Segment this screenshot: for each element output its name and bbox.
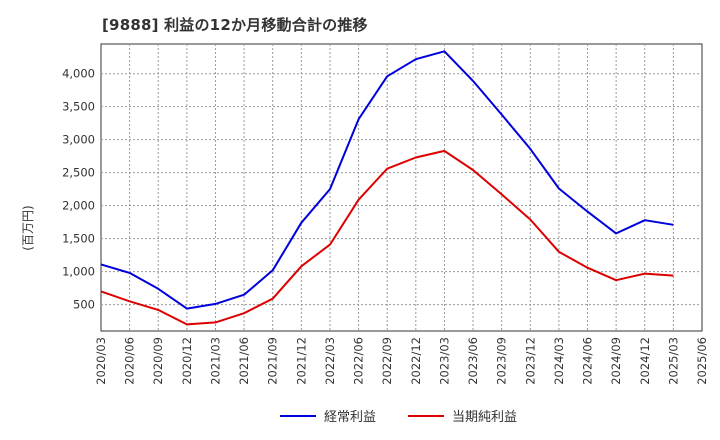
x-tick-label: 2024/09 xyxy=(609,337,623,385)
series-line-2 xyxy=(100,149,674,326)
y-tick-label: 500 xyxy=(73,298,95,312)
x-tick-label: 2023/06 xyxy=(466,337,480,385)
x-tick-label: 2022/12 xyxy=(409,337,423,385)
x-tick-label: 2023/03 xyxy=(437,337,451,385)
x-tick-label: 2024/12 xyxy=(638,337,652,385)
x-tick-label: 2021/09 xyxy=(266,337,280,385)
y-tick-label: 1,000 xyxy=(62,265,95,279)
x-tick-label: 2024/03 xyxy=(552,337,566,385)
series-line-1 xyxy=(100,50,674,310)
x-tick-label: 2021/03 xyxy=(208,337,222,385)
y-tick-label: 1,500 xyxy=(62,232,95,246)
x-tick-label: 2025/03 xyxy=(666,337,680,385)
plot-area xyxy=(100,43,703,332)
x-tick-label: 2020/03 xyxy=(94,337,108,385)
x-tick-label: 2022/09 xyxy=(380,337,394,385)
x-tick-label: 2024/06 xyxy=(581,337,595,385)
x-tick-label: 2020/12 xyxy=(180,337,194,385)
y-tick-label: 2,500 xyxy=(62,166,95,180)
x-tick-label: 2025/06 xyxy=(695,337,709,385)
x-tick-label: 2023/09 xyxy=(495,337,509,385)
y-tick-label: 3,000 xyxy=(62,133,95,147)
legend-label-1: 経常利益 xyxy=(324,410,376,425)
x-tick-label: 2020/09 xyxy=(151,337,165,385)
y-tick-label: 2,000 xyxy=(62,199,95,213)
legend-label-2: 当期純利益 xyxy=(452,410,517,425)
x-tick-label: 2021/12 xyxy=(294,337,308,385)
x-tick-label: 2023/12 xyxy=(523,337,537,385)
x-tick-label: 2021/06 xyxy=(237,337,251,385)
chart-title: [9888] 利益の12か月移動合計の推移 xyxy=(102,16,368,34)
x-tick-label: 2020/06 xyxy=(123,337,137,385)
x-tick-label: 2022/06 xyxy=(352,337,366,385)
x-tick-label: 2022/03 xyxy=(323,337,337,385)
y-tick-label: 4,000 xyxy=(62,67,95,81)
y-tick-label: 3,500 xyxy=(62,100,95,114)
